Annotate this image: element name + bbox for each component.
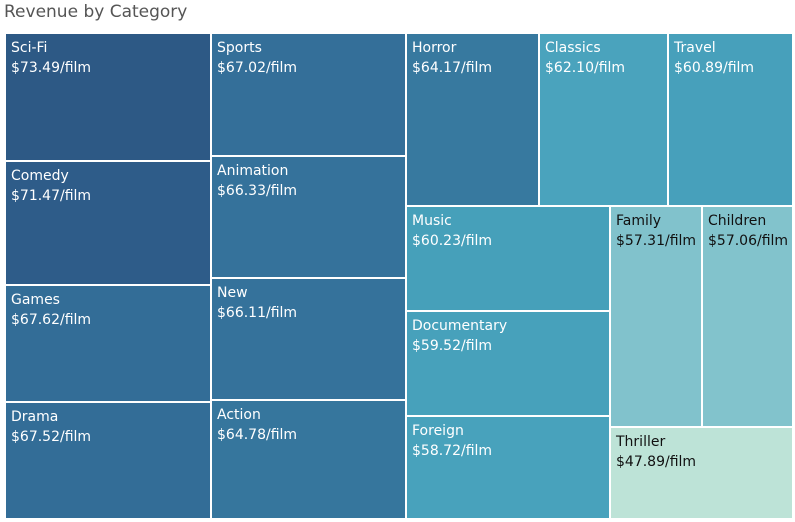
tile-label: Documentary <box>412 318 508 334</box>
tile-label: Thriller <box>616 434 666 450</box>
tile-value: $73.49/film <box>11 60 92 76</box>
tile-label: New <box>217 285 248 301</box>
treemap-tile-thriller[interactable]: Thriller $47.89/film <box>610 427 793 519</box>
treemap-tile-horror[interactable]: Horror $64.17/film <box>406 33 539 206</box>
tile-value: $67.62/film <box>11 312 92 328</box>
treemap-tile-drama[interactable]: Drama $67.52/film <box>5 402 211 519</box>
tile-label: Drama <box>11 409 59 425</box>
tile-value: $71.47/film <box>11 188 92 204</box>
treemap-tile-family[interactable]: Family $57.31/film <box>610 206 702 427</box>
tile-label: Animation <box>217 163 289 179</box>
treemap-tile-foreign[interactable]: Foreign $58.72/film <box>406 416 610 519</box>
tile-label: Games <box>11 292 60 308</box>
treemap-tile-action[interactable]: Action $64.78/film <box>211 400 406 519</box>
tile-label: Travel <box>674 40 716 56</box>
treemap-tile-new[interactable]: New $66.11/film <box>211 278 406 400</box>
tile-label: Sports <box>217 40 262 56</box>
tile-label: Action <box>217 407 261 423</box>
treemap-tile-comedy[interactable]: Comedy $71.47/film <box>5 161 211 285</box>
tile-value: $57.31/film <box>616 233 697 249</box>
treemap-tile-music[interactable]: Music $60.23/film <box>406 206 610 311</box>
treemap-tile-classics[interactable]: Classics $62.10/film <box>539 33 668 206</box>
tile-value: $67.02/film <box>217 60 298 76</box>
tile-value: $57.06/film <box>708 233 789 249</box>
treemap-tile-sports[interactable]: Sports $67.02/film <box>211 33 406 156</box>
tile-label: Foreign <box>412 423 464 439</box>
tile-value: $66.11/film <box>217 305 298 321</box>
tile-value: $60.89/film <box>674 60 755 76</box>
treemap-tile-documentary[interactable]: Documentary $59.52/film <box>406 311 610 416</box>
tile-value: $62.10/film <box>545 60 626 76</box>
treemap-tile-games[interactable]: Games $67.62/film <box>5 285 211 402</box>
tile-value: $47.89/film <box>616 454 697 470</box>
treemap: Sci-Fi $73.49/film Comedy $71.47/film Games $… <box>5 33 793 519</box>
treemap-tile-children[interactable]: Children $57.06/film <box>702 206 793 427</box>
tile-label: Classics <box>545 40 601 56</box>
tile-label: Children <box>708 213 767 229</box>
tile-label: Comedy <box>11 168 69 184</box>
tile-label: Horror <box>412 40 457 56</box>
tile-label: Music <box>412 213 452 229</box>
tile-value: $58.72/film <box>412 443 493 459</box>
tile-value: $59.52/film <box>412 338 493 354</box>
tile-value: $67.52/film <box>11 429 92 445</box>
tile-label: Family <box>616 213 662 229</box>
tile-value: $60.23/film <box>412 233 493 249</box>
tile-value: $64.78/film <box>217 427 298 443</box>
chart-title: Revenue by Category <box>4 2 188 22</box>
tile-label: Sci-Fi <box>11 40 48 56</box>
treemap-tile-animation[interactable]: Animation $66.33/film <box>211 156 406 278</box>
treemap-tile-travel[interactable]: Travel $60.89/film <box>668 33 793 206</box>
tile-value: $66.33/film <box>217 183 298 199</box>
treemap-tile-sci-fi[interactable]: Sci-Fi $73.49/film <box>5 33 211 161</box>
tile-value: $64.17/film <box>412 60 493 76</box>
